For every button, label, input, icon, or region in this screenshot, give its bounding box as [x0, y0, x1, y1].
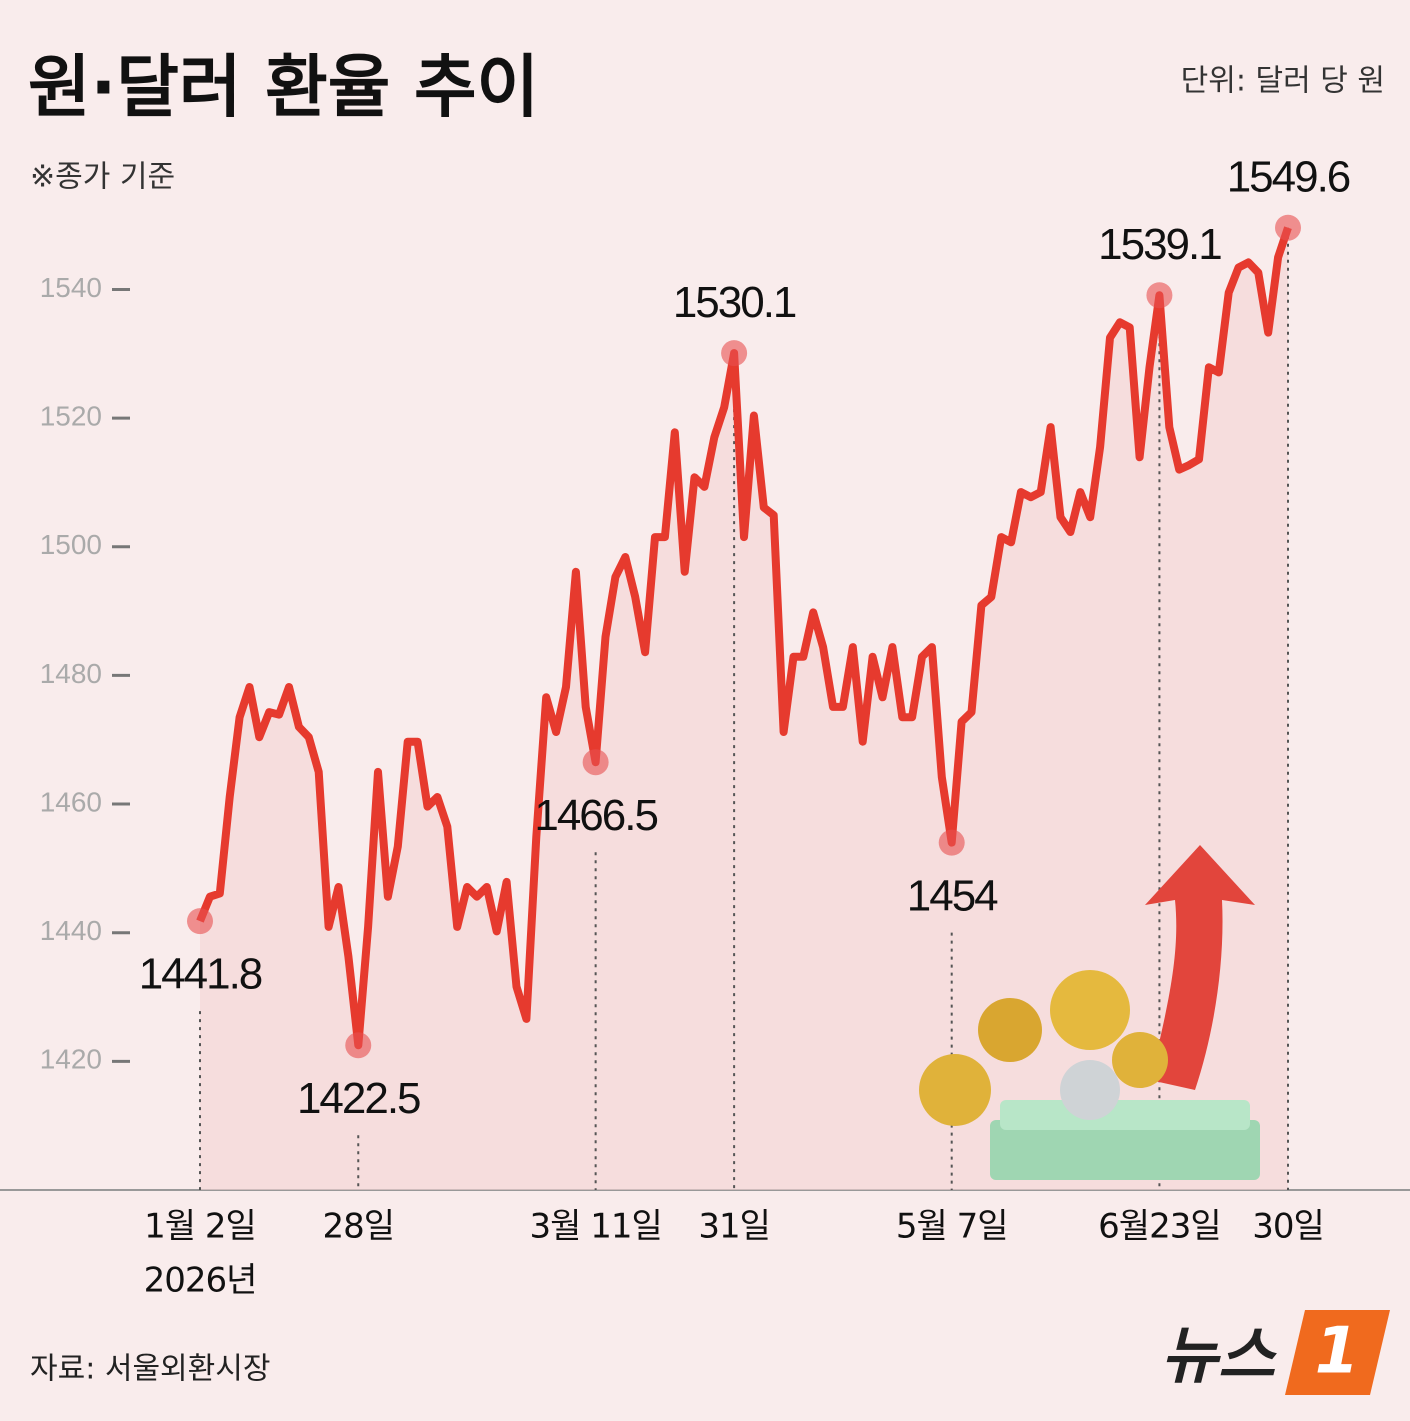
y-tick-label: 1420	[40, 1044, 102, 1075]
y-tick-label: 1520	[40, 400, 102, 431]
point-marker	[582, 749, 609, 776]
illustration	[919, 845, 1260, 1180]
point-marker	[1275, 214, 1301, 241]
y-tick-label: 1540	[40, 272, 102, 303]
chart-title: 원·달러 환율 추이	[28, 49, 539, 128]
y-tick-label: 1460	[40, 786, 102, 817]
data-label: 1539.1	[1098, 220, 1221, 269]
point-marker	[938, 829, 965, 856]
data-label: 1530.1	[673, 278, 796, 327]
data-label: 1454	[907, 871, 998, 920]
point-marker	[1146, 282, 1173, 309]
x-tick-label: 1월 2일	[144, 1207, 256, 1247]
data-label: 1549.6	[1227, 152, 1350, 201]
x-tick-label: 31일	[698, 1207, 770, 1247]
x-tick-label: 5월 7일	[896, 1207, 1008, 1247]
logo-badge	[1285, 1310, 1390, 1395]
data-label: 1441.8	[139, 950, 262, 999]
y-tick-label: 1500	[40, 529, 102, 560]
point-marker	[187, 908, 213, 935]
unit-label: 단위: 달러 당 원	[1181, 64, 1385, 99]
y-tick-label: 1440	[40, 915, 102, 946]
line	[196, 226, 1292, 1050]
logo-text: 뉴스	[1161, 1319, 1277, 1392]
x-tick-label: 28일	[322, 1207, 394, 1247]
data-label: 1422.5	[297, 1074, 420, 1123]
data-label: 1466.5	[534, 791, 657, 840]
x-tick-label: 30일	[1252, 1207, 1324, 1247]
x-note: 2026년	[144, 1261, 257, 1301]
y-tick-label: 1480	[40, 658, 102, 689]
point-marker	[345, 1032, 372, 1059]
source: 자료: 서울외환시장	[30, 1352, 270, 1387]
point-marker	[721, 340, 748, 367]
x-tick-label: 3월 11일	[530, 1207, 662, 1247]
subtitle: ※종가 기준	[30, 160, 175, 195]
line-area	[200, 227, 1288, 1190]
x-tick-label: 6월23일	[1098, 1207, 1220, 1247]
logo-badge-text: 1	[1315, 1315, 1360, 1389]
